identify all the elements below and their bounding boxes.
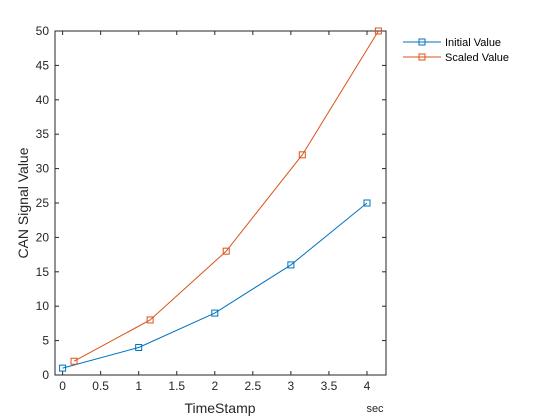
legend-marker-scaled-value	[418, 53, 426, 61]
x-axis-label: TimeStamp	[184, 400, 255, 416]
legend: Initial Value Scaled Value	[403, 37, 509, 64]
x-tick-label: 2.5	[244, 379, 261, 393]
y-tick-label: 0	[42, 368, 49, 382]
data-point-scaled-value	[70, 357, 78, 365]
plot-area	[54, 30, 387, 376]
y-tick-label: 20	[36, 230, 50, 244]
x-tick-label: 1	[135, 379, 142, 393]
series-line-initial-value	[62, 202, 368, 369]
y-tick-label: 30	[36, 162, 50, 176]
legend-label-scaled-value: Scaled Value	[445, 52, 509, 64]
y-axis-label: CAN Signal Value	[15, 147, 31, 258]
y-tick-label: 40	[36, 93, 50, 107]
y-axis: 0 5 10 15 20 25 30 35 40 45 50	[36, 24, 386, 382]
y-tick-label: 25	[36, 196, 50, 210]
x-axis: 0 0.5 1 1.5 2 2.5 3 3.5 4	[59, 31, 371, 393]
x-tick-label: 3.5	[321, 379, 338, 393]
series-layer	[59, 27, 382, 372]
legend-label-initial-value: Initial Value	[445, 37, 501, 49]
data-point-initial-value	[211, 309, 219, 317]
y-tick-label: 35	[36, 127, 50, 141]
x-tick-label: 0.5	[92, 379, 109, 393]
y-tick-label: 50	[36, 24, 50, 38]
data-point-scaled-value	[146, 316, 154, 324]
data-point-scaled-value	[298, 151, 306, 159]
y-tick-label: 45	[36, 58, 50, 72]
x-tick-label: 1.5	[168, 379, 185, 393]
y-tick-label: 10	[36, 299, 50, 313]
x-tick-label: 4	[364, 379, 371, 393]
data-point-scaled-value	[374, 27, 382, 35]
legend-entry-initial-value: Initial Value	[403, 37, 501, 49]
legend-entry-scaled-value: Scaled Value	[403, 52, 509, 64]
x-axis-unit: sec	[366, 403, 384, 415]
data-point-initial-value	[287, 261, 295, 269]
data-point-initial-value	[363, 199, 371, 207]
x-tick-label: 2	[211, 379, 218, 393]
y-tick-label: 5	[42, 334, 49, 348]
data-point-initial-value	[135, 343, 143, 351]
x-tick-label: 3	[288, 379, 295, 393]
y-tick-label: 15	[36, 265, 50, 279]
series-line-scaled-value	[73, 30, 379, 362]
data-point-scaled-value	[222, 247, 230, 255]
x-tick-label: 0	[59, 379, 66, 393]
legend-marker-initial-value	[418, 38, 426, 46]
data-point-initial-value	[59, 364, 67, 372]
